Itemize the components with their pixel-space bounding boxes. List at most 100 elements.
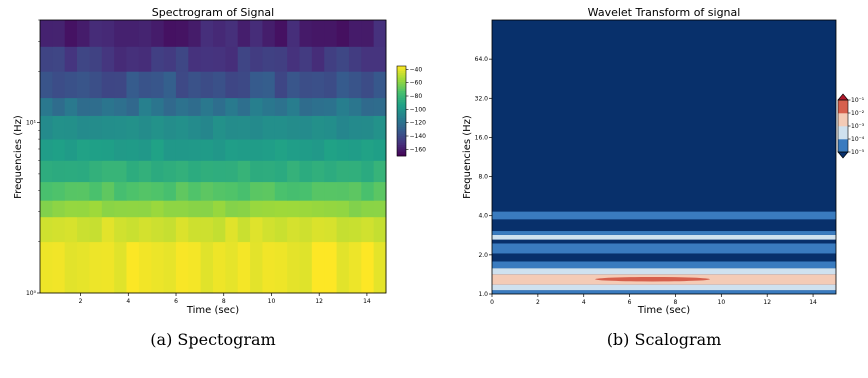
spectrogram-cell [237, 20, 251, 47]
spectrogram-cell [188, 181, 202, 201]
spectrogram-cell [175, 181, 189, 201]
spectrogram-cell [40, 216, 53, 243]
spectrogram-cell [373, 139, 387, 161]
spectrogram-cell [250, 20, 263, 47]
spectrogram-colorbar-segment [397, 129, 406, 132]
spectrogram-cell [163, 46, 177, 72]
scalogram-colorbar-tick-label: 10⁻⁵ [851, 149, 865, 156]
spectrogram-y-tick-label: 10¹ [26, 120, 37, 127]
spectrogram-cell [348, 200, 362, 218]
scalogram-y-tick-label: 32.0 [475, 95, 489, 102]
spectrogram-cell [40, 46, 53, 72]
spectrogram-cell [200, 97, 214, 116]
spectrogram-cell [274, 241, 288, 294]
scalogram-band [492, 239, 836, 244]
spectrogram-cell [287, 71, 300, 99]
spectrogram-cell [311, 46, 325, 72]
spectrogram-cell [373, 200, 387, 218]
spectrogram-cell [262, 115, 276, 140]
spectrogram-cell [151, 216, 164, 243]
spectrogram-cell [163, 200, 177, 218]
spectrogram-cell [89, 181, 103, 201]
spectrogram-cell [175, 241, 189, 294]
spectrogram-cell [287, 241, 300, 294]
spectrogram-cell [101, 97, 115, 116]
spectrogram-cell [138, 241, 152, 294]
spectrogram-cell [262, 139, 276, 161]
spectrogram-cell [274, 115, 288, 140]
spectrogram-cell [138, 115, 152, 140]
spectrogram-cell [336, 216, 350, 243]
spectrogram-cell [287, 216, 300, 243]
spectrogram-colorbar-segment [397, 99, 406, 103]
spectrogram-cell [237, 181, 251, 201]
spectrogram-colorbar-segment [397, 122, 406, 125]
spectrogram-cell [336, 97, 350, 116]
spectrogram-cell [287, 160, 300, 183]
spectrogram-cell [262, 97, 276, 116]
spectrogram-cell [151, 97, 164, 116]
spectrogram-colorbar-segment [397, 81, 406, 85]
spectrogram-cell [114, 20, 127, 47]
spectrogram-colorbar-tick-label: −120 [410, 120, 427, 127]
spectrogram-cell [114, 115, 127, 140]
spectrogram-cell [114, 71, 127, 99]
spectrogram-cell [77, 181, 90, 201]
spectrogram-cell [126, 181, 140, 201]
spectrogram-cell [311, 181, 325, 201]
spectrogram-cell [311, 97, 325, 116]
spectrogram-cell [89, 71, 103, 99]
spectrogram-cell [77, 200, 90, 218]
spectrogram-cell [151, 160, 164, 183]
spectrogram-cell [299, 160, 313, 183]
spectrogram-cell [287, 20, 300, 47]
spectrogram-cell [336, 115, 350, 140]
spectrogram-cell [361, 160, 375, 183]
spectrogram-cell [40, 20, 53, 47]
spectrogram-cell [151, 71, 164, 99]
scalogram-title: Wavelet Transform of signal [588, 6, 741, 19]
spectrogram-colorbar-segment [397, 102, 406, 105]
spectrogram-cell [126, 160, 140, 183]
spectrogram-cell [250, 216, 263, 243]
spectrogram-cell [89, 139, 103, 161]
spectrogram-cell [138, 181, 152, 201]
spectrogram-colorbar-segment [397, 66, 406, 69]
spectrogram-x-axis-label: Time (sec) [186, 305, 239, 316]
spectrogram-cell [299, 46, 313, 72]
spectrogram-cell [213, 46, 226, 72]
spectrogram-cell [89, 20, 103, 47]
spectrogram-cell [348, 181, 362, 201]
spectrogram-cell [262, 46, 276, 72]
spectrogram-cell [175, 97, 189, 116]
spectrogram-cell [101, 200, 115, 218]
spectrogram-cell [361, 115, 375, 140]
spectrogram-cell [200, 241, 214, 294]
spectrogram-cell [114, 216, 127, 243]
spectrogram-cell [373, 181, 387, 201]
spectrogram-cell [299, 115, 313, 140]
spectrogram-cell [114, 181, 127, 201]
scalogram-x-ticks: 0 2 4 6 8 10 12 14 [490, 294, 817, 306]
scalogram-band [492, 243, 836, 254]
spectrogram-cell [40, 115, 53, 140]
spectrogram-cell [348, 241, 362, 294]
spectrogram-cell [324, 241, 337, 294]
spectrogram-colorbar-segment [397, 135, 406, 139]
spectrogram-cell [250, 200, 263, 218]
spectrogram-cell [324, 71, 337, 99]
scalogram-colorbar-segment [838, 100, 848, 114]
spectrogram-colorbar-segment [397, 133, 406, 137]
scalogram-band [492, 231, 836, 235]
spectrogram-cell [311, 216, 325, 243]
spectrogram-cell [213, 71, 226, 99]
spectrogram-cell [336, 160, 350, 183]
spectrogram-cell [213, 181, 226, 201]
spectrogram-cell [126, 46, 140, 72]
spectrogram-cell [52, 241, 66, 294]
spectrogram-cell [237, 46, 251, 72]
spectrogram-cell [225, 46, 239, 72]
spectrogram-cell [175, 139, 189, 161]
spectrogram-cell [311, 200, 325, 218]
scalogram-band [492, 219, 836, 232]
